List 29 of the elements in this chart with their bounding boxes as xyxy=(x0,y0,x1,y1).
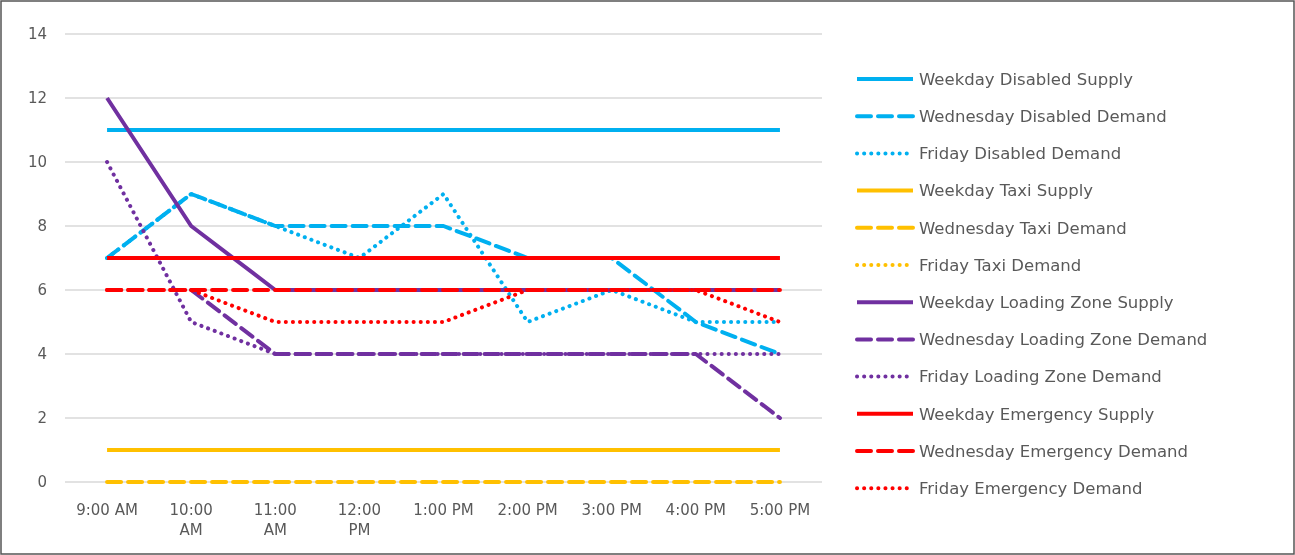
x-tick-label: 9:00 AM xyxy=(76,501,138,519)
legend-label: Wednesday Taxi Demand xyxy=(919,218,1127,238)
x-tick-label: 11:00 AM xyxy=(253,501,297,539)
y-tick-label: 8 xyxy=(37,217,47,236)
x-tick-label: 12:00 PM xyxy=(337,501,382,539)
x-tick-label: 4:00 PM xyxy=(665,501,727,519)
y-tick-label: 10 xyxy=(27,153,47,172)
x-tick-label: 2:00 PM xyxy=(497,501,558,519)
legend-label: Weekday Taxi Supply xyxy=(919,181,1094,201)
y-tick-label: 4 xyxy=(37,345,47,364)
y-tick-label: 0 xyxy=(37,473,47,492)
y-tick-label: 2 xyxy=(37,409,47,428)
y-tick-label: 6 xyxy=(37,281,47,300)
y-tick-label: 12 xyxy=(27,89,47,108)
legend-label: Weekday Emergency Supply xyxy=(919,404,1155,424)
y-tick-label: 14 xyxy=(27,25,47,44)
legend-label: Wednesday Loading Zone Demand xyxy=(919,330,1208,350)
x-tick-label: 1:00 PM xyxy=(413,501,474,519)
legend-label: Friday Taxi Demand xyxy=(919,255,1082,275)
legend-label: Wednesday Emergency Demand xyxy=(919,441,1189,461)
x-tick-label: 3:00 PM xyxy=(581,501,642,519)
legend-label: Friday Loading Zone Demand xyxy=(919,367,1162,387)
legend-label: Weekday Disabled Supply xyxy=(919,69,1134,89)
legend-label: Wednesday Disabled Demand xyxy=(919,106,1167,126)
x-tick-label: 5:00 PM xyxy=(749,501,811,519)
x-tick-label: 10:00 AM xyxy=(169,501,213,539)
legend-label: Friday Disabled Demand xyxy=(919,144,1122,164)
legend-label: Weekday Loading Zone Supply xyxy=(919,292,1174,312)
legend-label: Friday Emergency Demand xyxy=(919,478,1143,498)
